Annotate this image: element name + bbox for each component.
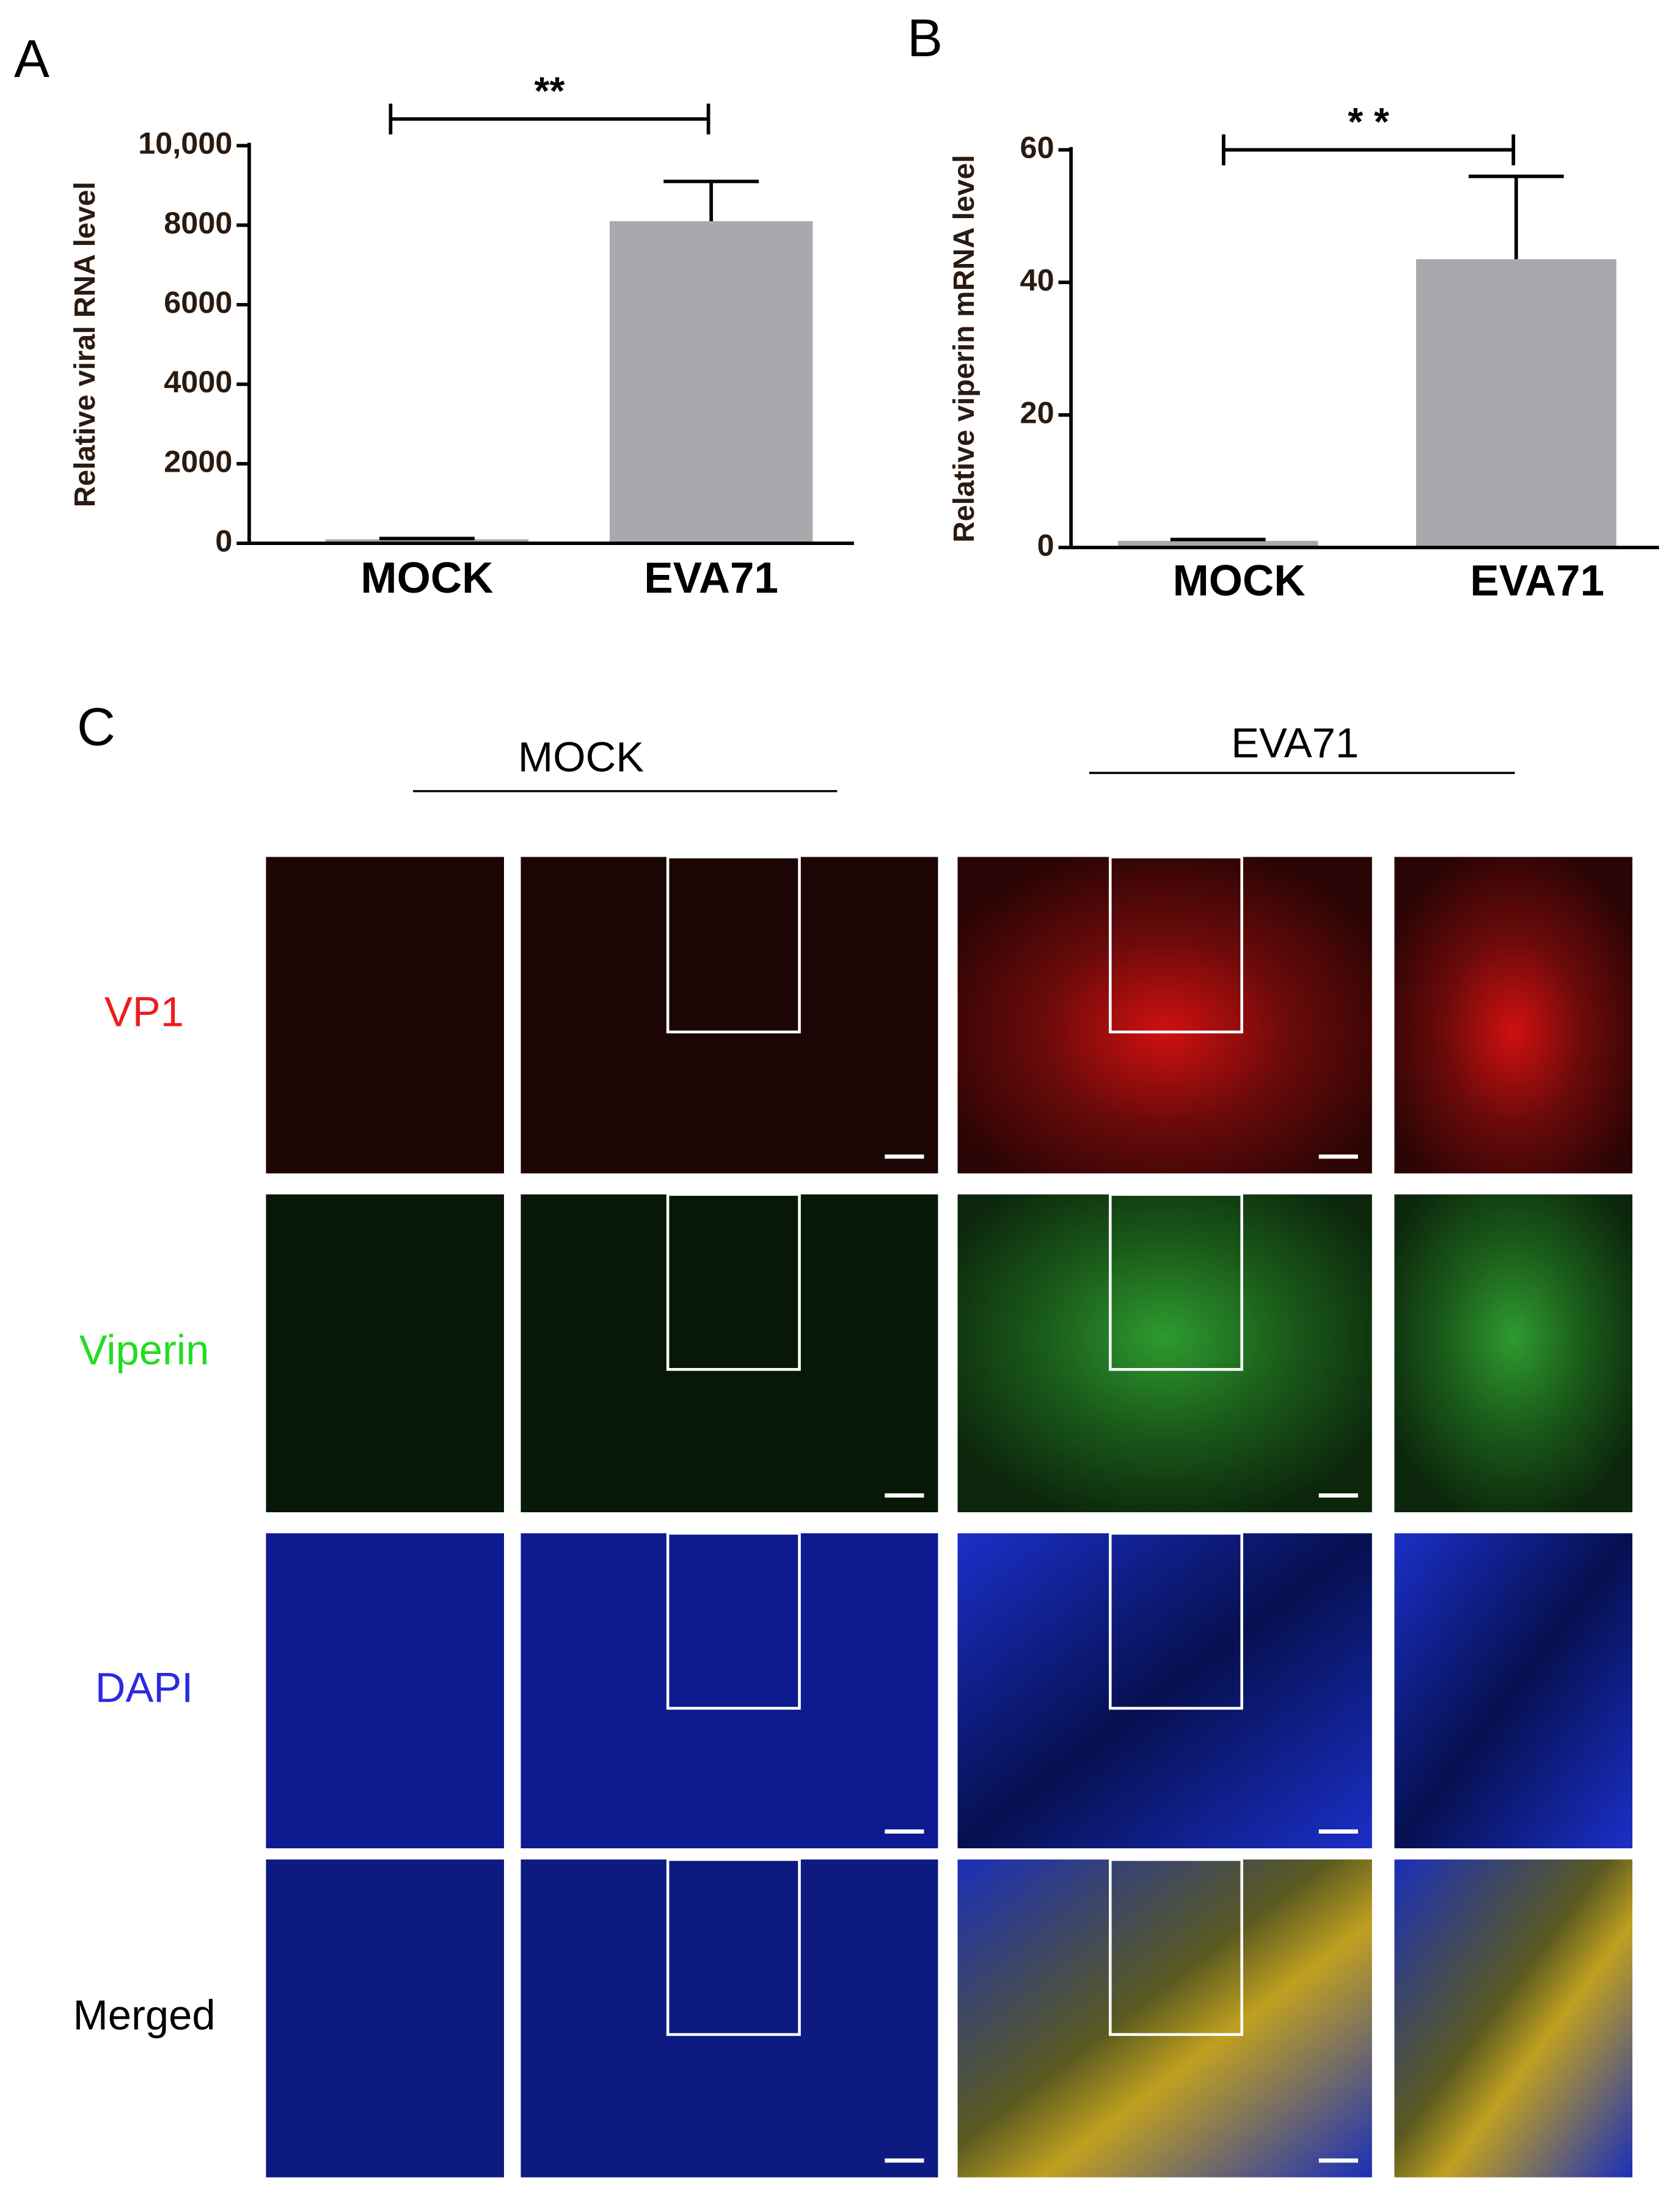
y-axis-label: Relative viperin mRNA level — [948, 155, 981, 543]
row-label: VP1 — [104, 989, 184, 1036]
inset-box — [1108, 1858, 1243, 2036]
micrograph — [1394, 1533, 1633, 1849]
significance-label: * * — [1348, 100, 1389, 144]
micrograph — [266, 857, 504, 1174]
significance-bracket — [1222, 134, 1516, 166]
panel-label: C — [77, 697, 115, 756]
inset-box — [666, 1193, 801, 1371]
bar — [1416, 259, 1616, 548]
bar — [610, 221, 813, 544]
y-tick-label: 60 — [1020, 130, 1054, 165]
row-label: DAPI — [95, 1664, 193, 1711]
inset-box — [666, 1532, 801, 1710]
x-tick-label: MOCK — [1173, 557, 1306, 605]
micrograph — [266, 1194, 504, 1513]
micrograph — [520, 1194, 938, 1513]
micrograph — [266, 1859, 504, 2178]
y-tick-label: 0 — [215, 524, 232, 558]
y-tick-label: 8000 — [164, 205, 232, 240]
y-axis-label: Relative viral RNA level — [68, 181, 101, 507]
inset-box — [1108, 1532, 1243, 1710]
y-tick-label: 20 — [1020, 395, 1054, 430]
micrograph — [957, 1533, 1372, 1849]
micrograph — [1394, 1194, 1633, 1513]
micrograph — [957, 857, 1372, 1174]
error-bar — [1170, 538, 1266, 541]
bar — [325, 539, 529, 544]
y-tick-label: 4000 — [164, 364, 232, 399]
error-bar — [379, 536, 475, 541]
x-tick-label: MOCK — [360, 554, 493, 602]
y-tick-label: 0 — [1037, 527, 1054, 562]
panel-label: A — [14, 29, 49, 89]
micrograph — [957, 1859, 1372, 2178]
micrograph — [1394, 857, 1633, 1174]
micrograph — [266, 1533, 504, 1849]
error-bar — [1468, 174, 1564, 260]
micrograph — [957, 1194, 1372, 1513]
inset-box — [1108, 855, 1243, 1034]
row-label: Viperin — [79, 1326, 210, 1374]
bar — [1117, 541, 1318, 548]
inset-box — [666, 855, 801, 1034]
y-tick-label: 6000 — [164, 285, 232, 320]
row-label: Merged — [73, 1992, 215, 2039]
x-tick-label: EVA71 — [644, 554, 778, 602]
column-header: EVA71 — [1231, 720, 1359, 767]
significance-label: ** — [535, 69, 565, 113]
panel-label: B — [907, 9, 943, 68]
y-tick-label: 2000 — [164, 444, 232, 478]
micrograph — [520, 857, 938, 1174]
micrograph — [1394, 1859, 1633, 2178]
micrograph — [520, 1859, 938, 2178]
column-header: MOCK — [518, 734, 644, 781]
x-tick-label: EVA71 — [1470, 557, 1604, 605]
y-tick-label: 40 — [1020, 262, 1054, 297]
inset-box — [666, 1858, 801, 2036]
error-bar — [663, 180, 759, 222]
y-tick-label: 10,000 — [138, 126, 232, 161]
micrograph — [520, 1533, 938, 1849]
significance-bracket — [389, 103, 710, 135]
inset-box — [1108, 1193, 1243, 1371]
